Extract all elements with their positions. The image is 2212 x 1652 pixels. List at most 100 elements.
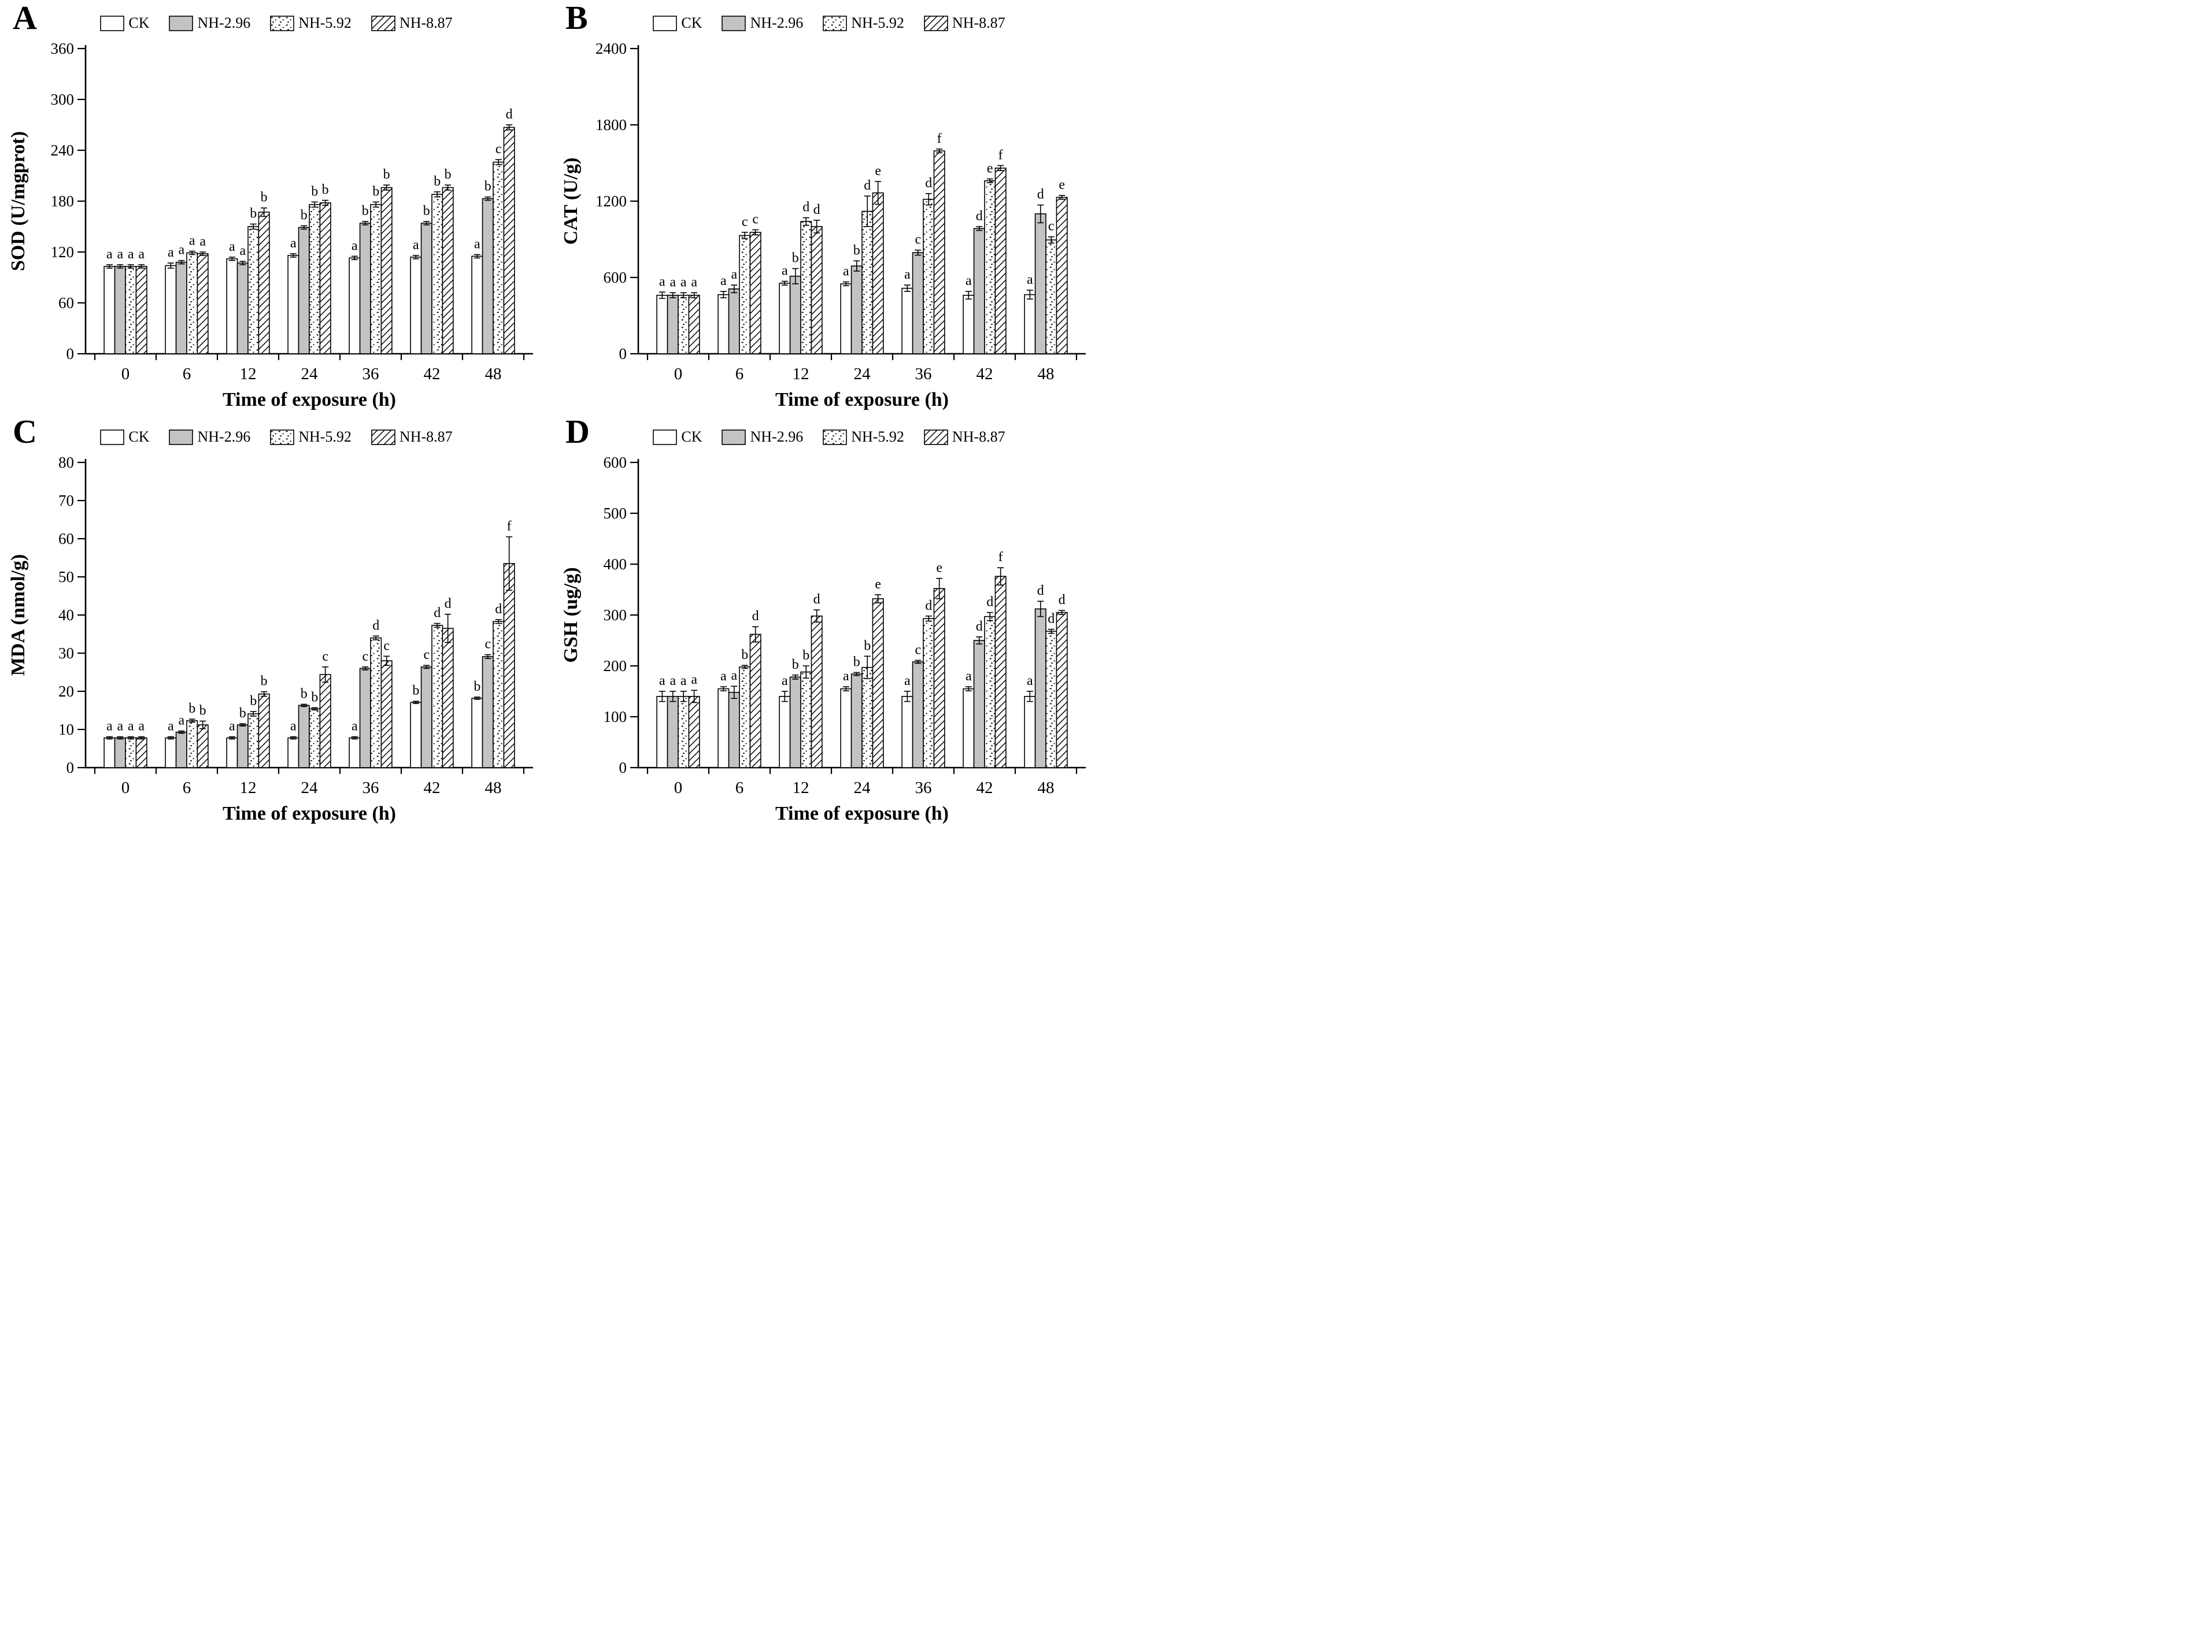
bar [103,737,116,768]
sig-letter: f [937,131,942,146]
legend-item: NH-2.96 [722,428,803,446]
x-category-label: 42 [976,365,993,383]
bar [872,192,884,354]
sig-letter: b [261,674,268,689]
bar [114,737,126,768]
sig-letter: b [445,167,452,182]
sig-letter: a [966,273,972,288]
bar [370,637,382,768]
sig-letter: c [915,642,921,657]
bar [789,676,801,768]
bar [503,127,515,354]
legend-label: NH-8.87 [952,14,1005,31]
bar [431,625,443,768]
sig-letter: c [742,214,748,229]
bar [901,695,913,768]
legend-label: NH-5.92 [298,428,352,445]
legend-swatch-white-icon [653,429,678,445]
sig-letter: b [250,206,257,221]
legend-label: NH-5.92 [298,14,352,31]
sig-letter: b [474,679,480,694]
sig-letter: b [301,686,308,701]
sig-letter: a [691,672,697,687]
x-category-label: 42 [424,365,441,383]
x-category-label: 24 [301,779,319,797]
panel-A: A CK NH-2.96 NH-5.92 NH-8.87 0 60 120 180 240 30… [0,0,553,414]
sig-letter: b [311,184,318,199]
bar [912,252,924,354]
bar [471,698,483,768]
bar [840,688,852,768]
bar [1024,695,1036,768]
legend-swatch-dots-icon [823,15,848,31]
bar [994,576,1007,768]
x-category-label: 0 [121,779,130,797]
bar [1045,239,1057,354]
legend-swatch-white-icon [653,15,678,31]
bar [1056,612,1068,768]
bar [984,180,996,354]
y-tick-label: 360 [51,40,75,57]
x-category-label: 36 [915,779,932,797]
legend-swatch-gray-icon [722,15,746,31]
y-tick-label: 120 [51,243,75,261]
legend-label: NH-2.96 [750,428,804,445]
sig-letter: b [362,203,369,218]
legend-item: NH-8.87 [371,428,453,446]
y-tick-label: 100 [604,708,627,725]
legend-label: NH-8.87 [952,428,1005,445]
x-axis-title: Time of exposure (h) [223,803,396,824]
y-tick-label: 600 [604,269,627,286]
bar [135,737,147,768]
sig-letter: a [782,264,788,279]
bar [309,204,321,354]
sig-letter: a [178,243,184,258]
sig-letter: c [752,212,759,227]
sig-letter: c [915,232,921,247]
bar [984,616,996,768]
sig-letter: d [372,618,379,633]
bar [135,266,147,354]
bar [482,656,494,768]
bar [471,255,483,354]
bar [165,737,177,768]
x-axis-title: Time of exposure (h) [775,803,949,824]
sig-letter: b [383,167,390,182]
y-axis-title: MDA (nmol/g) [8,554,29,676]
legend-swatch-dots-icon [823,429,848,445]
bar [739,235,751,354]
sig-letter: d [434,606,441,621]
y-axis-title: CAT (U/g) [560,158,582,245]
legend-swatch-gray-icon [722,429,746,445]
sig-letter: c [423,647,430,662]
sig-letter: a [669,673,676,688]
legend-item: CK [653,14,702,32]
sig-letter: b [239,706,246,721]
sig-letter: d [864,178,871,193]
bar [1034,213,1046,354]
legend-item: NH-5.92 [270,14,352,32]
bar [125,266,137,354]
bar [258,693,270,768]
x-category-label: 24 [854,365,871,383]
y-tick-label: 200 [604,657,627,675]
legend-label: NH-8.87 [399,428,453,445]
bar [420,666,432,768]
legend-item: CK [100,14,149,32]
x-axis-title: Time of exposure (h) [775,389,949,410]
sig-letter: d [986,595,993,610]
sig-letter: a [352,238,358,253]
legend-swatch-white-icon [100,15,125,31]
sig-letter: b [199,703,206,718]
legend-item: NH-5.92 [270,428,352,446]
bar [236,724,249,768]
legend-label: NH-8.87 [399,14,453,31]
bar [779,695,791,768]
sig-letter: a [138,719,145,734]
bar [861,666,874,768]
x-category-label: 6 [735,365,744,383]
bar [840,283,852,354]
bar [247,713,260,768]
bar [247,226,260,354]
